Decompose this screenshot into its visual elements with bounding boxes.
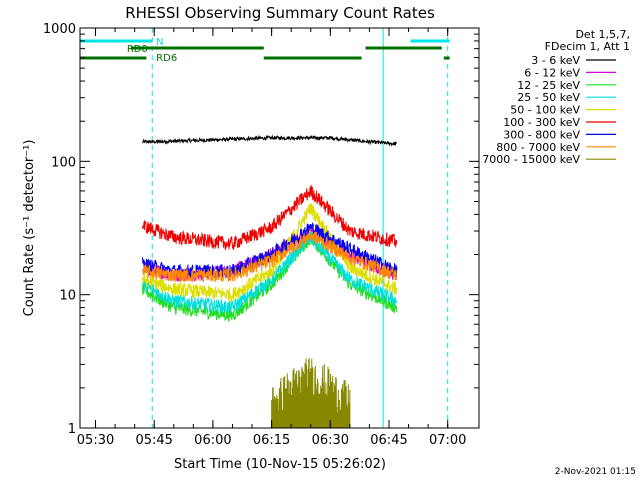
legend-entry: 7000 - 15000 keV	[482, 153, 580, 166]
plot-frame	[79, 27, 480, 429]
x-axis: 05:30 05:45 06:00 06:15 06:30 06:45 07:00	[77, 28, 466, 448]
x-tick-label: 06:30	[312, 433, 349, 448]
series-line	[142, 134, 397, 147]
legend-entry: 3 - 6 keV	[531, 54, 580, 67]
y-tick-label: 1000	[43, 22, 76, 37]
y-tick-label: 10	[59, 289, 76, 304]
series-line	[142, 184, 398, 251]
y-axis-label: Count Rate (s⁻¹ detector⁻¹)	[22, 140, 37, 317]
x-tick-label: 06:00	[194, 433, 231, 448]
chart-title: RHESSI Observing Summary Count Rates	[125, 4, 435, 22]
legend-header: FDecim 1, Att 1	[545, 40, 630, 53]
y-tick-label: 1	[68, 422, 76, 437]
series-layer	[79, 28, 449, 429]
x-tick-label: 05:30	[77, 433, 114, 448]
legend-entry: 6 - 12 keV	[524, 66, 580, 79]
flag-label: RD6	[156, 53, 177, 64]
x-tick-label: 05:45	[135, 433, 172, 448]
legend-header: Det 1,5,7,	[575, 28, 630, 41]
x-axis-label: Start Time (10-Nov-15 05:26:02)	[174, 457, 386, 472]
flag-label: N	[156, 37, 163, 48]
legend-entry: 800 - 7000 keV	[496, 141, 580, 154]
flag-label: RD0	[127, 44, 148, 55]
series-line	[142, 228, 398, 284]
series-line	[142, 231, 398, 315]
legend-entry: 50 - 100 keV	[510, 104, 580, 117]
y-tick-label: 100	[51, 155, 76, 170]
legend-entry: 25 - 50 keV	[517, 91, 580, 104]
footer-date: 2-Nov-2021 01:15	[555, 467, 636, 477]
legend-entry: 300 - 800 keV	[503, 128, 580, 141]
x-tick-label: 06:45	[370, 433, 407, 448]
legend-entry: 100 - 300 keV	[503, 116, 580, 129]
flags-layer: N RD0 RD6	[80, 37, 450, 64]
x-tick-label: 07:00	[429, 433, 466, 448]
series-line	[271, 358, 351, 429]
legend-entry: 12 - 25 keV	[517, 79, 580, 92]
x-tick-label: 06:15	[253, 433, 290, 448]
y-axis: 1 10 100 1000	[43, 22, 479, 437]
